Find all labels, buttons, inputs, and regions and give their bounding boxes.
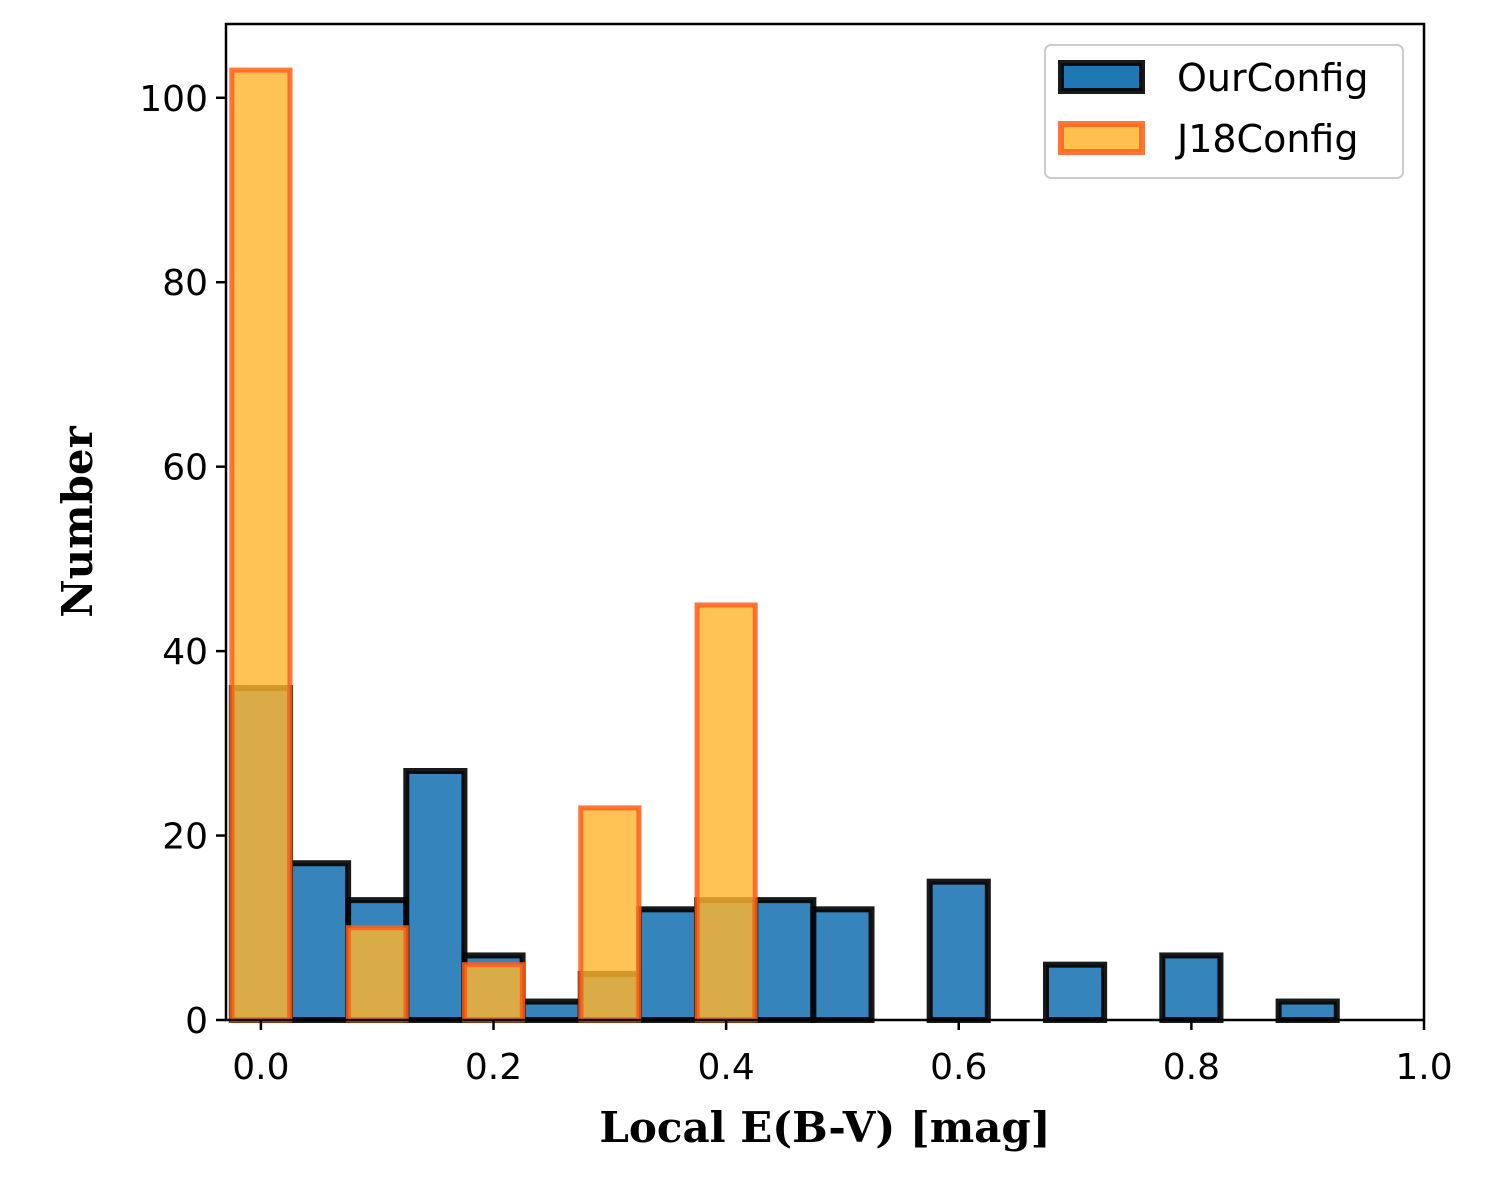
series-j18config-bars [229,67,758,1023]
x-tick-label: 0.4 [698,1047,755,1088]
bar-j18config-bin-6 [578,805,642,1023]
bar-ourconfig-bin-14 [1042,961,1108,1024]
y-tick-label: 40 [162,632,208,673]
y-tick-label: 80 [162,263,208,304]
bar-j18config-bin-8 [694,602,758,1023]
y-tick-label: 0 [185,1001,208,1042]
bar-ourconfig-bin-1 [286,860,352,1023]
legend-swatch-j18config [1058,121,1145,155]
legend-label-j18config: J18Config [1175,117,1358,161]
plot-frame [224,22,1426,1022]
y-axis-label: Number [53,425,102,617]
bar-ourconfig-bin-7 [635,906,701,1023]
bar-j18config-bin-2 [345,925,409,1023]
bar-ourconfig-bin-10 [810,906,875,1023]
legend-label-ourconfig: OurConfig [1177,56,1369,100]
legend: OurConfig J18Config [1044,44,1404,179]
x-tick-label: 1.0 [1395,1047,1452,1088]
y-tick-label: 100 [139,79,208,120]
x-axis-ticks: 0.0 0.2 0.4 0.6 0.8 1.0 [232,1020,1453,1088]
y-tick-label: 20 [162,817,208,858]
x-tick-label: 0.6 [930,1047,987,1088]
bar-j18config-bin-4 [461,962,526,1023]
bar-j18config-bin-0 [229,67,293,1023]
bar-ourconfig-bin-18 [1275,998,1340,1023]
x-tick-label: 0.0 [232,1047,289,1088]
bar-ourconfig-bin-16 [1159,952,1224,1024]
y-axis-ticks: 0 20 40 60 80 100 [139,79,226,1042]
bar-ourconfig-bin-9 [752,897,817,1023]
x-tick-label: 0.2 [465,1047,522,1088]
x-axis-label: Local E(B-V) [mag] [599,1103,1050,1152]
bar-ourconfig-bin-3 [403,768,468,1023]
bar-ourconfig-bin-5 [519,998,584,1023]
legend-swatch-ourconfig [1058,60,1145,94]
bar-ourconfig-bin-12 [926,878,991,1024]
x-tick-label: 0.8 [1163,1047,1220,1088]
y-tick-label: 60 [162,448,208,489]
